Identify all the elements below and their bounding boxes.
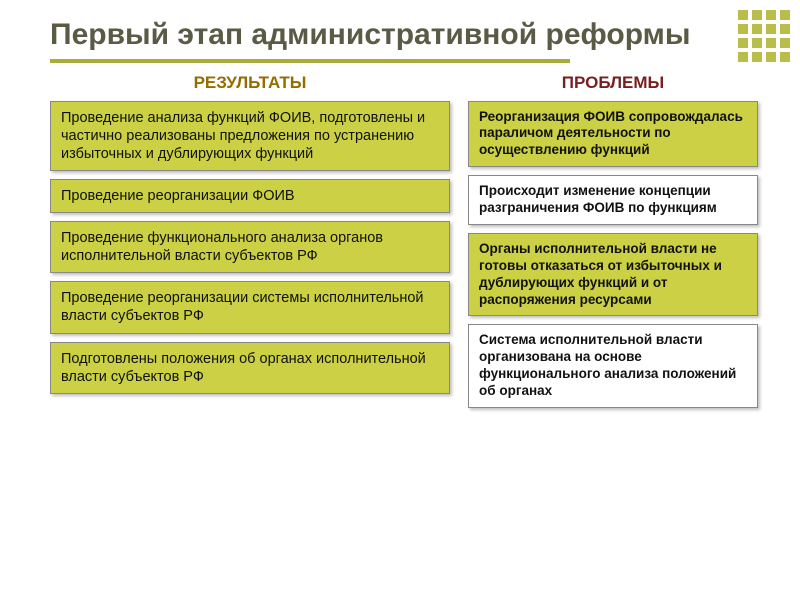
problem-box: Органы исполнительной власти не готовы о… xyxy=(468,233,758,317)
problem-box: Система исполнительной власти организова… xyxy=(468,324,758,408)
results-column: РЕЗУЛЬТАТЫ Проведение анализа функций ФО… xyxy=(50,73,450,416)
columns-wrap: РЕЗУЛЬТАТЫ Проведение анализа функций ФО… xyxy=(50,73,770,416)
result-box: Проведение реорганизации ФОИВ xyxy=(50,179,450,213)
title-underline xyxy=(50,59,570,63)
problems-column: ПРОБЛЕМЫ Реорганизация ФОИВ сопровождала… xyxy=(468,73,758,416)
result-box: Проведение реорганизации системы исполни… xyxy=(50,281,450,333)
problem-box: Реорганизация ФОИВ сопровождалась парали… xyxy=(468,101,758,168)
result-box: Подготовлены положения об органах исполн… xyxy=(50,342,450,394)
result-box: Проведение функционального анализа орган… xyxy=(50,221,450,273)
results-header: РЕЗУЛЬТАТЫ xyxy=(50,73,450,93)
result-box: Проведение анализа функций ФОИВ, подгото… xyxy=(50,101,450,171)
problem-box: Происходит изменение концепции разгранич… xyxy=(468,175,758,225)
problems-header: ПРОБЛЕМЫ xyxy=(468,73,758,93)
slide-title: Первый этап административной реформы xyxy=(50,18,770,53)
corner-decoration xyxy=(738,10,790,62)
slide: Первый этап административной реформы РЕЗ… xyxy=(0,0,800,600)
